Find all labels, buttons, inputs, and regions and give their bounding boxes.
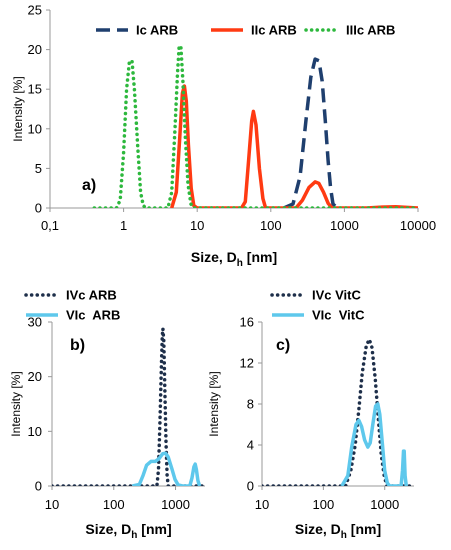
x-tick-label: 100	[313, 497, 335, 512]
x-axis-title-unit: [nm]	[243, 249, 277, 265]
x-tick-label: 10000	[400, 218, 436, 233]
y-tick-label: 16	[240, 315, 254, 330]
y-tick-label: 8	[247, 397, 254, 412]
series-line-iiic-arb	[92, 43, 418, 208]
y-axis-title: Intensity [%]	[207, 371, 221, 436]
x-tick-label: 1000	[370, 497, 399, 512]
series-line-ivc-vitc	[262, 337, 414, 486]
legend-label: VIc ARB	[66, 308, 120, 323]
y-tick-label: 30	[28, 315, 42, 330]
series-line-vic-arb	[132, 451, 202, 486]
x-tick-label: 0,1	[41, 218, 59, 233]
y-tick-label: 25	[28, 3, 42, 18]
y-tick-label: 5	[35, 161, 42, 176]
panel-label: a)	[82, 177, 96, 194]
legend-label: IVc ARB	[66, 288, 117, 303]
x-tick-label: 1000	[161, 497, 190, 512]
x-tick-label: 10	[255, 497, 269, 512]
x-axis-title: Size, Dh [nm]	[85, 521, 171, 541]
chart-panel-1: 0 5 10 15 20 25 0,1 1 10 100 1000 10000 Intensity [%…	[11, 3, 436, 270]
series-line-vic-vitc	[340, 402, 409, 486]
y-tick-label: 15	[28, 82, 42, 97]
x-tick-label: 10	[45, 497, 59, 512]
legend-label: IIc ARB	[251, 23, 297, 38]
x-axis-title-unit: [nm]	[347, 521, 381, 537]
y-axis-title: Intensity [%]	[9, 371, 23, 436]
x-axis-title-subscript: h	[341, 530, 347, 541]
y-tick-label: 0	[35, 201, 42, 216]
y-tick-label: 20	[28, 42, 42, 57]
series-line-ivc-arb	[52, 326, 205, 486]
chart-panel-3: 0 4 8 12 16 10 100 1000 Intensity [%] Size, Dh [n…	[207, 288, 414, 541]
x-axis-title-unit: [nm]	[137, 521, 171, 537]
legend-label: IVc VitC	[312, 288, 362, 303]
x-tick-label: 100	[103, 497, 125, 512]
legend-label: VIc VitC	[312, 308, 365, 323]
x-axis-title-main: Size, D	[191, 249, 237, 265]
x-tick-label: 10	[190, 218, 204, 233]
x-axis-title: Size, Dh [nm]	[295, 521, 381, 541]
y-tick-label: 10	[28, 121, 42, 136]
x-tick-label: 1000	[330, 218, 359, 233]
y-tick-label: 4	[247, 438, 254, 453]
x-axis-title: Size, Dh [nm]	[191, 249, 277, 269]
x-axis-title-subscript: h	[131, 530, 137, 541]
y-tick-label: 10	[28, 424, 42, 439]
y-axis-title: Intensity [%]	[11, 76, 25, 141]
legend-label: Ic ARB	[136, 23, 178, 38]
x-axis-title-subscript: h	[237, 258, 243, 269]
y-tick-label: 0	[35, 479, 42, 494]
y-tick-label: 0	[247, 479, 254, 494]
y-tick-label: 20	[28, 369, 42, 384]
x-axis-title-main: Size, D	[295, 521, 341, 537]
x-axis-title-main: Size, D	[85, 521, 131, 537]
x-tick-label: 100	[260, 218, 282, 233]
legend-label: IIIc ARB	[346, 23, 395, 38]
panel-label: b)	[70, 337, 85, 354]
y-tick-label: 12	[240, 356, 254, 371]
panel-label: c)	[276, 337, 290, 354]
x-tick-label: 1	[120, 218, 127, 233]
series-line-iic-arb	[170, 84, 418, 208]
